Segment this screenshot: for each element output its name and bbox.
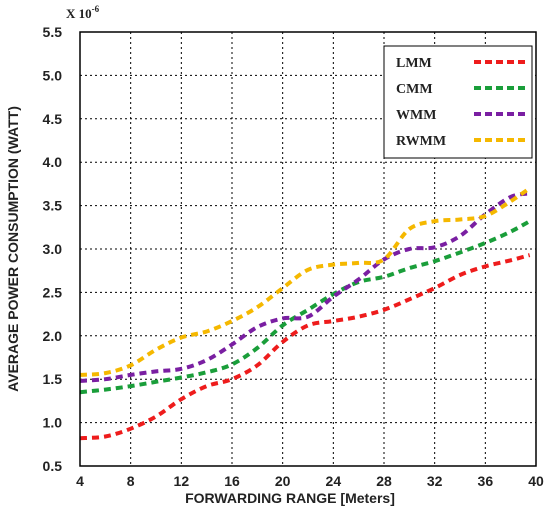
y-tick-label: 4.0 xyxy=(43,154,63,170)
scale-exponent: -6 xyxy=(92,4,100,14)
x-tick-label: 36 xyxy=(478,473,494,489)
x-tick-label: 24 xyxy=(326,473,342,489)
x-tick-label: 28 xyxy=(376,473,392,489)
x-tick-label: 4 xyxy=(76,473,84,489)
y-tick-label: 1.5 xyxy=(43,371,63,387)
series-line-rwmm xyxy=(79,186,531,377)
x-tick-label: 40 xyxy=(528,473,544,489)
legend-label-cmm: CMM xyxy=(396,82,433,97)
x-tick-label: 8 xyxy=(127,473,135,489)
legend-label-lmm: LMM xyxy=(396,56,432,71)
y-tick-label: 1.0 xyxy=(43,415,63,431)
x-tick-label: 32 xyxy=(427,473,443,489)
series-line-wmm xyxy=(79,191,531,383)
series-line-lmm xyxy=(79,253,531,441)
x-tick-labels: 4 8 12 16 20 24 28 32 36 40 xyxy=(76,473,544,489)
x-tick-label: 16 xyxy=(224,473,240,489)
series-line-cmm xyxy=(79,219,531,395)
y-tick-label: 3.0 xyxy=(43,241,63,257)
y-tick-label: 0.5 xyxy=(43,458,63,474)
x-axis-title: FORWARDING RANGE [Meters] xyxy=(185,490,395,506)
x-tick-label: 20 xyxy=(275,473,291,489)
y-tick-labels: 0.5 1.0 1.5 2.0 2.5 3.0 3.5 4.0 4.5 5.0 5.5 xyxy=(43,24,63,474)
legend: LMM CMM WMM RWMM xyxy=(383,45,533,159)
y-tick-label: 4.5 xyxy=(43,111,63,127)
x-tick-label: 12 xyxy=(174,473,190,489)
scale-note: X 10-6 xyxy=(66,4,100,21)
legend-label-rwmm: RWMM xyxy=(396,134,446,149)
y-axis-title: AVERAGE POWER CONSUMPTION (WATT) xyxy=(5,106,21,392)
y-tick-label: 5.5 xyxy=(43,24,63,40)
y-tick-label: 2.5 xyxy=(43,284,63,300)
plot-frame xyxy=(79,31,537,467)
y-tick-label: 5.0 xyxy=(43,67,63,83)
series-layer xyxy=(79,186,531,441)
legend-label-wmm: WMM xyxy=(396,108,436,123)
y-tick-label: 3.5 xyxy=(43,198,63,214)
y-tick-label: 2.0 xyxy=(43,328,63,344)
